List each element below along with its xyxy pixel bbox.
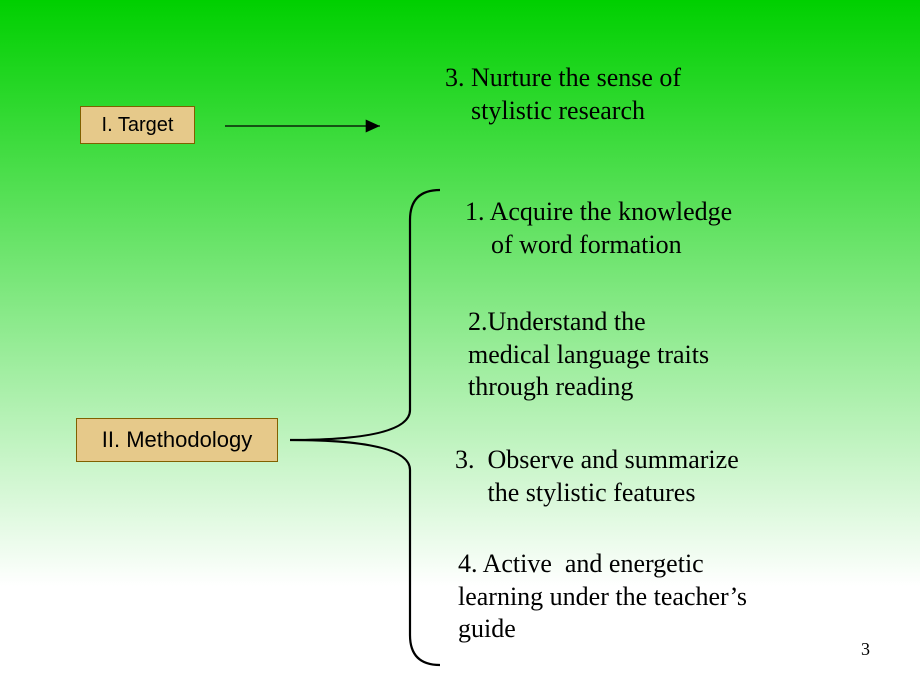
page-number: 3 xyxy=(861,639,870,660)
methodology-label: II. Methodology xyxy=(102,427,252,453)
slide-root: I. Target II. Methodology 3. Nurture the… xyxy=(0,0,920,690)
methodology-item-3: 3. Observe and summarize the stylistic f… xyxy=(455,444,739,509)
methodology-item-1: 1. Acquire the knowledge of word formati… xyxy=(465,196,732,261)
target-box: I. Target xyxy=(80,106,195,144)
methodology-box: II. Methodology xyxy=(76,418,278,462)
target-item-3: 3. Nurture the sense of stylistic resear… xyxy=(445,62,681,127)
methodology-item-4: 4. Active and energetic learning under t… xyxy=(458,548,747,646)
methodology-item-2: 2.Understand the medical language traits… xyxy=(468,306,709,404)
curly-brace xyxy=(290,190,440,665)
target-label: I. Target xyxy=(102,114,174,137)
